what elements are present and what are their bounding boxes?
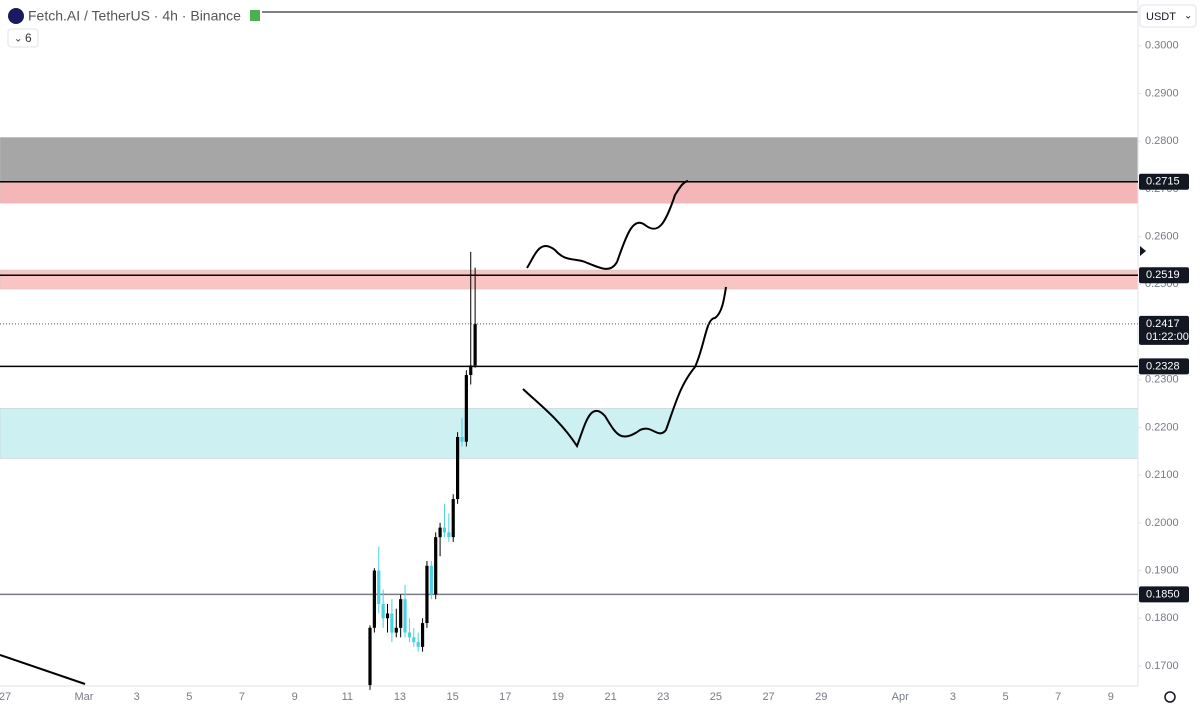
candle-body [394,627,398,633]
zone [0,181,1139,204]
candle-body [399,599,403,628]
x-tick-label: 27 [762,691,774,703]
price-tag [1139,358,1189,375]
candle-body [372,570,376,628]
projection-path [526,180,689,270]
currency-button[interactable] [1139,4,1197,28]
currency: USDT [1146,11,1176,23]
x-tick-label: 9 [292,691,298,703]
market-flag [250,10,260,21]
level-label: 0.2328 [1146,360,1180,372]
x-tick-label: 7 [239,691,245,703]
x-tick-label: 17 [499,691,511,703]
x-tick-label: 21 [604,691,616,703]
x-tick-label: Mar [75,691,94,703]
last-price-label: 0.2417 [1146,318,1180,330]
candle-body [451,498,455,538]
x-tick-label: 11 [342,691,353,703]
chevron: ⌄ [1184,11,1192,22]
y-tick-label: 0.2100 [1145,469,1179,481]
x-tick-label: 7 [1055,691,1061,703]
x-tick-label: 15 [446,691,458,703]
candle-body [464,374,468,442]
x-tick-label: 23 [657,691,669,703]
countdown: 01:22:00 [1146,331,1189,343]
y-tick-label: 0.2900 [1145,87,1179,99]
y-tick-label: 0.3000 [1145,40,1179,52]
indicator-count: 6 [25,31,32,45]
level-label: 0.2715 [1146,176,1180,188]
projection-path [522,286,727,449]
candle-body [438,527,442,538]
price-tag [1139,267,1189,284]
candle-body [416,642,420,647]
candle-body [390,613,394,633]
candle-body [412,637,416,643]
level-label: 0.2519 [1146,269,1180,281]
zone [0,269,1139,290]
x-tick-label: 25 [710,691,722,703]
candle-body [434,537,438,595]
symbol-logo [8,8,24,24]
price-tag [1139,173,1189,190]
y-tick-label: 0.2800 [1145,135,1179,147]
candle-body [429,565,433,595]
candle-body [447,532,451,538]
x-tick-label: 13 [394,691,406,703]
candle-body [368,627,372,686]
chevron: ⌄ [14,34,22,45]
y-tick-label: 0.2600 [1145,231,1179,243]
candle-body [403,599,407,633]
indicator-toggle[interactable] [7,28,39,48]
y-tick-label: 0.1700 [1145,660,1179,672]
y-tick-label: 0.1800 [1145,612,1179,624]
y-tick-label: 0.2200 [1145,421,1179,433]
candle-body [473,323,477,366]
level-label: 0.1850 [1146,588,1180,600]
y-tick-label: 0.2300 [1145,374,1179,386]
candle-body [469,365,473,375]
x-tick-label: 19 [552,691,564,703]
candle-body [385,613,390,619]
scroll-marker [1140,246,1146,256]
candle-body [407,632,412,638]
x-tick-label: 27 [0,691,11,703]
x-tick-label: 3 [950,691,956,703]
candle-body [442,527,447,533]
candle-body [420,623,425,647]
x-tick-label: 3 [134,691,140,703]
x-tick-label: 9 [1108,691,1114,703]
y-tick-label: 0.2000 [1145,517,1179,529]
candle-body [377,570,381,604]
zone [0,137,1139,183]
candle-body [456,436,460,499]
chart-title: Fetch.AI / TetherUS · 4h · Binance [28,8,241,24]
settings-icon[interactable] [1164,691,1176,703]
candle-body [460,436,464,442]
price-tag [1139,586,1189,603]
trend-line [0,654,86,685]
candle-body [425,565,429,624]
x-tick-label: Apr [892,691,909,703]
x-tick-label: 29 [815,691,827,703]
x-tick-label: 5 [1002,691,1008,703]
x-tick-label: 5 [186,691,192,703]
y-tick-label: 0.1900 [1145,564,1179,576]
price-tag [1139,315,1189,345]
candle-body [381,603,385,619]
